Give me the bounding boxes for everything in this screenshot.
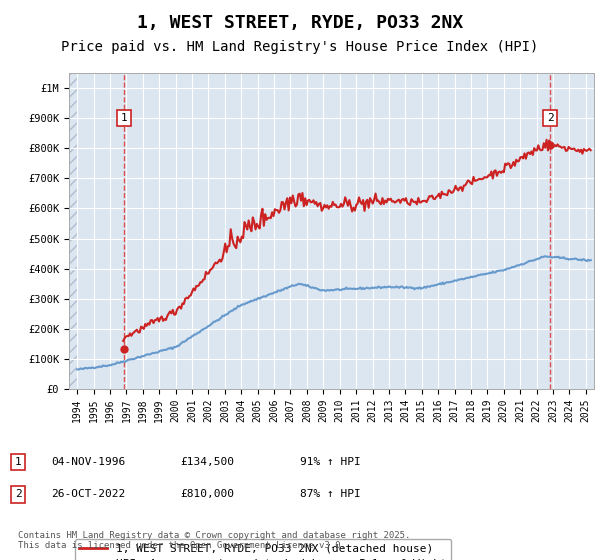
Text: 1: 1 [121, 113, 127, 123]
Text: 1, WEST STREET, RYDE, PO33 2NX: 1, WEST STREET, RYDE, PO33 2NX [137, 14, 463, 32]
Text: Contains HM Land Registry data © Crown copyright and database right 2025.
This d: Contains HM Land Registry data © Crown c… [18, 530, 410, 550]
Text: 1: 1 [14, 457, 22, 467]
Text: 2: 2 [547, 113, 553, 123]
Bar [69, 73, 77, 389]
Text: 91% ↑ HPI: 91% ↑ HPI [300, 457, 361, 467]
Text: £810,000: £810,000 [180, 489, 234, 500]
Text: £134,500: £134,500 [180, 457, 234, 467]
Text: 04-NOV-1996: 04-NOV-1996 [51, 457, 125, 467]
Text: 87% ↑ HPI: 87% ↑ HPI [300, 489, 361, 500]
Text: 26-OCT-2022: 26-OCT-2022 [51, 489, 125, 500]
Text: Price paid vs. HM Land Registry's House Price Index (HPI): Price paid vs. HM Land Registry's House … [61, 40, 539, 54]
Text: 2: 2 [14, 489, 22, 500]
Legend: 1, WEST STREET, RYDE, PO33 2NX (detached house), HPI: Average price, detached ho: 1, WEST STREET, RYDE, PO33 2NX (detached… [74, 539, 451, 560]
